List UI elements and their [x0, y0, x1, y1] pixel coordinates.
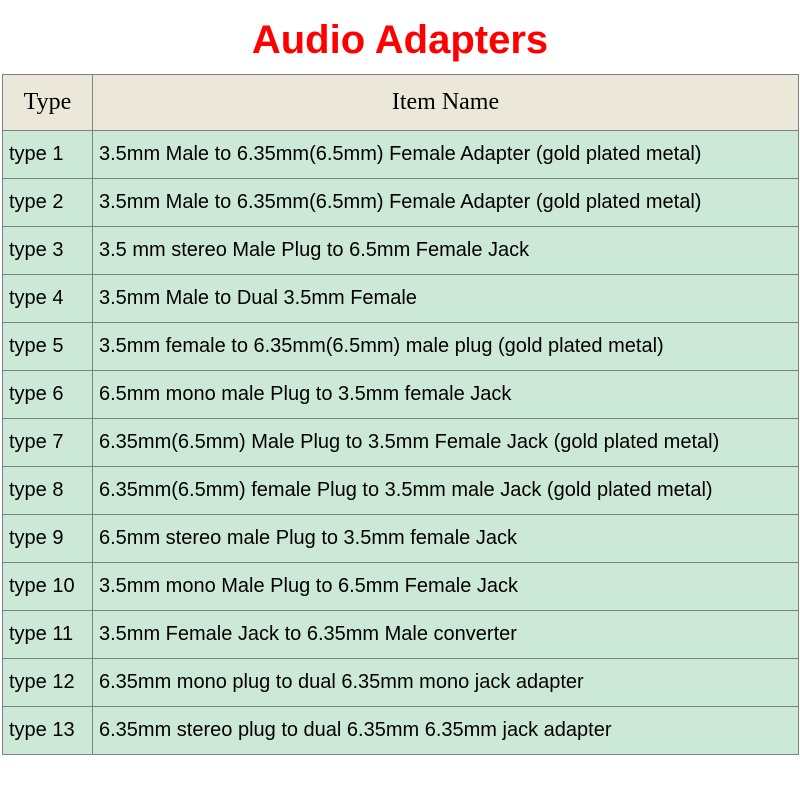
table-row: type 11 3.5mm Female Jack to 6.35mm Male…	[3, 611, 799, 659]
cell-item: 3.5mm Male to 6.35mm(6.5mm) Female Adapt…	[93, 179, 799, 227]
table-row: type 86.35mm(6.5mm) female Plug to 3.5mm…	[3, 467, 799, 515]
col-header-item: Item Name	[93, 75, 799, 131]
cell-type: type 3	[3, 227, 93, 275]
cell-item: 3.5mm female to 6.35mm(6.5mm) male plug …	[93, 323, 799, 371]
cell-item: 3.5mm mono Male Plug to 6.5mm Female Jac…	[93, 563, 799, 611]
cell-item: 3.5mm Female Jack to 6.35mm Male convert…	[93, 611, 799, 659]
table-row: type 53.5mm female to 6.35mm(6.5mm) male…	[3, 323, 799, 371]
table-row: type 43.5mm Male to Dual 3.5mm Female	[3, 275, 799, 323]
page-title: Audio Adapters	[2, 0, 798, 74]
cell-type: type 2	[3, 179, 93, 227]
cell-type: type 6	[3, 371, 93, 419]
cell-item: 6.35mm stereo plug to dual 6.35mm 6.35mm…	[93, 707, 799, 755]
cell-type: type 10	[3, 563, 93, 611]
cell-item: 6.35mm mono plug to dual 6.35mm mono jac…	[93, 659, 799, 707]
table-row: type 23.5mm Male to 6.35mm(6.5mm) Female…	[3, 179, 799, 227]
cell-type: type 13	[3, 707, 93, 755]
table-row: type 66.5mm mono male Plug to 3.5mm fema…	[3, 371, 799, 419]
cell-type: type 11	[3, 611, 93, 659]
table-row: type 96.5mm stereo male Plug to 3.5mm fe…	[3, 515, 799, 563]
cell-item: 6.35mm(6.5mm) Male Plug to 3.5mm Female …	[93, 419, 799, 467]
cell-type: type 9	[3, 515, 93, 563]
cell-type: type 12	[3, 659, 93, 707]
table-header-row: Type Item Name	[3, 75, 799, 131]
cell-item: 3.5mm Male to 6.35mm(6.5mm) Female Adapt…	[93, 131, 799, 179]
table-row: type 126.35mm mono plug to dual 6.35mm m…	[3, 659, 799, 707]
table-row: type 76.35mm(6.5mm) Male Plug to 3.5mm F…	[3, 419, 799, 467]
page: Audio Adapters Type Item Name type 13.5m…	[0, 0, 800, 800]
table-row: type 33.5 mm stereo Male Plug to 6.5mm F…	[3, 227, 799, 275]
cell-type: type 7	[3, 419, 93, 467]
cell-type: type 1	[3, 131, 93, 179]
cell-type: type 8	[3, 467, 93, 515]
adapters-table: Type Item Name type 13.5mm Male to 6.35m…	[2, 74, 799, 755]
table-row: type 13.5mm Male to 6.35mm(6.5mm) Female…	[3, 131, 799, 179]
table-row: type 103.5mm mono Male Plug to 6.5mm Fem…	[3, 563, 799, 611]
table-body: type 13.5mm Male to 6.35mm(6.5mm) Female…	[3, 131, 799, 755]
cell-type: type 5	[3, 323, 93, 371]
cell-item: 3.5 mm stereo Male Plug to 6.5mm Female …	[93, 227, 799, 275]
cell-item: 6.5mm stereo male Plug to 3.5mm female J…	[93, 515, 799, 563]
cell-item: 6.5mm mono male Plug to 3.5mm female Jac…	[93, 371, 799, 419]
table-row: type 136.35mm stereo plug to dual 6.35mm…	[3, 707, 799, 755]
col-header-type: Type	[3, 75, 93, 131]
cell-item: 3.5mm Male to Dual 3.5mm Female	[93, 275, 799, 323]
cell-item: 6.35mm(6.5mm) female Plug to 3.5mm male …	[93, 467, 799, 515]
cell-type: type 4	[3, 275, 93, 323]
